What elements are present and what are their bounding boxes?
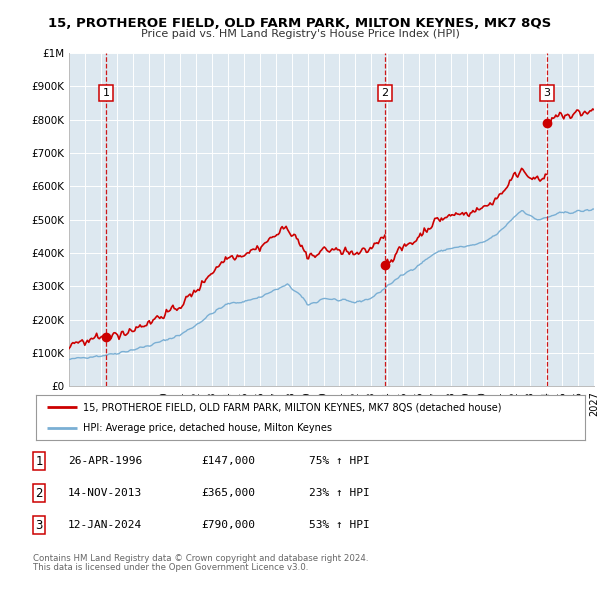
Text: 23% ↑ HPI: 23% ↑ HPI [308, 489, 370, 498]
Text: Contains HM Land Registry data © Crown copyright and database right 2024.: Contains HM Land Registry data © Crown c… [33, 554, 368, 563]
Text: 26-APR-1996: 26-APR-1996 [68, 457, 142, 466]
Text: 1: 1 [103, 88, 109, 98]
Text: 75% ↑ HPI: 75% ↑ HPI [308, 457, 370, 466]
Text: 15, PROTHEROE FIELD, OLD FARM PARK, MILTON KEYNES, MK7 8QS (detached house): 15, PROTHEROE FIELD, OLD FARM PARK, MILT… [83, 402, 501, 412]
Text: Price paid vs. HM Land Registry's House Price Index (HPI): Price paid vs. HM Land Registry's House … [140, 29, 460, 39]
Text: 14-NOV-2013: 14-NOV-2013 [68, 489, 142, 498]
Text: 12-JAN-2024: 12-JAN-2024 [68, 520, 142, 530]
Text: 15, PROTHEROE FIELD, OLD FARM PARK, MILTON KEYNES, MK7 8QS: 15, PROTHEROE FIELD, OLD FARM PARK, MILT… [49, 17, 551, 30]
Text: 1: 1 [35, 455, 43, 468]
Text: This data is licensed under the Open Government Licence v3.0.: This data is licensed under the Open Gov… [33, 563, 308, 572]
Text: £147,000: £147,000 [201, 457, 255, 466]
Text: 3: 3 [544, 88, 550, 98]
Text: 2: 2 [382, 88, 389, 98]
Text: 53% ↑ HPI: 53% ↑ HPI [308, 520, 370, 530]
Text: £790,000: £790,000 [201, 520, 255, 530]
Text: HPI: Average price, detached house, Milton Keynes: HPI: Average price, detached house, Milt… [83, 422, 332, 432]
Text: 2: 2 [35, 487, 43, 500]
Text: £365,000: £365,000 [201, 489, 255, 498]
Text: 3: 3 [35, 519, 43, 532]
